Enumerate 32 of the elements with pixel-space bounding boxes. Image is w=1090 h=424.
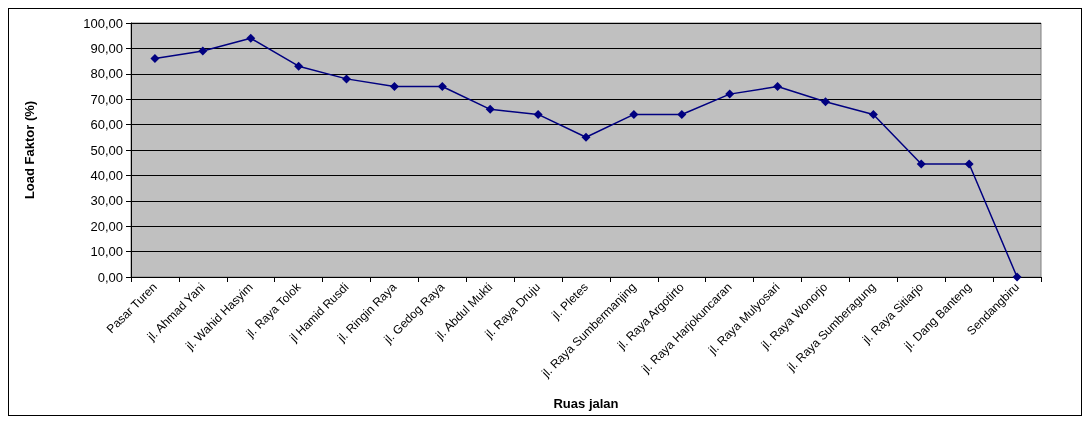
point <box>150 54 160 64</box>
point <box>916 159 926 169</box>
point <box>964 159 974 169</box>
point <box>1012 272 1022 282</box>
point <box>246 33 256 43</box>
y-tick-label: 60,00 <box>90 117 123 133</box>
point <box>629 109 639 119</box>
y-tick-label: 90,00 <box>90 40 123 56</box>
x-axis-title: Ruas jalan <box>553 396 619 411</box>
y-axis-title: Load Faktor (%) <box>22 100 37 200</box>
y-tick-label: 100,00 <box>83 15 123 31</box>
y-tick-label: 70,00 <box>90 91 123 107</box>
y-tick-label: 0,00 <box>97 269 123 285</box>
point <box>294 61 304 71</box>
y-tick-label: 50,00 <box>90 142 123 158</box>
point <box>437 82 447 91</box>
point <box>389 82 399 91</box>
point <box>773 82 783 91</box>
y-tick-label: 20,00 <box>90 218 123 234</box>
point <box>868 109 878 119</box>
y-tick-label: 80,00 <box>90 66 123 82</box>
point <box>533 109 543 119</box>
point <box>581 132 591 142</box>
point <box>485 104 495 114</box>
point <box>198 46 208 56</box>
y-tick-label: 40,00 <box>90 167 123 183</box>
point <box>820 97 830 107</box>
point <box>725 89 735 99</box>
point <box>677 109 687 119</box>
point <box>342 74 352 84</box>
y-tick-label: 30,00 <box>90 193 123 209</box>
y-tick-label: 10,00 <box>90 244 123 260</box>
